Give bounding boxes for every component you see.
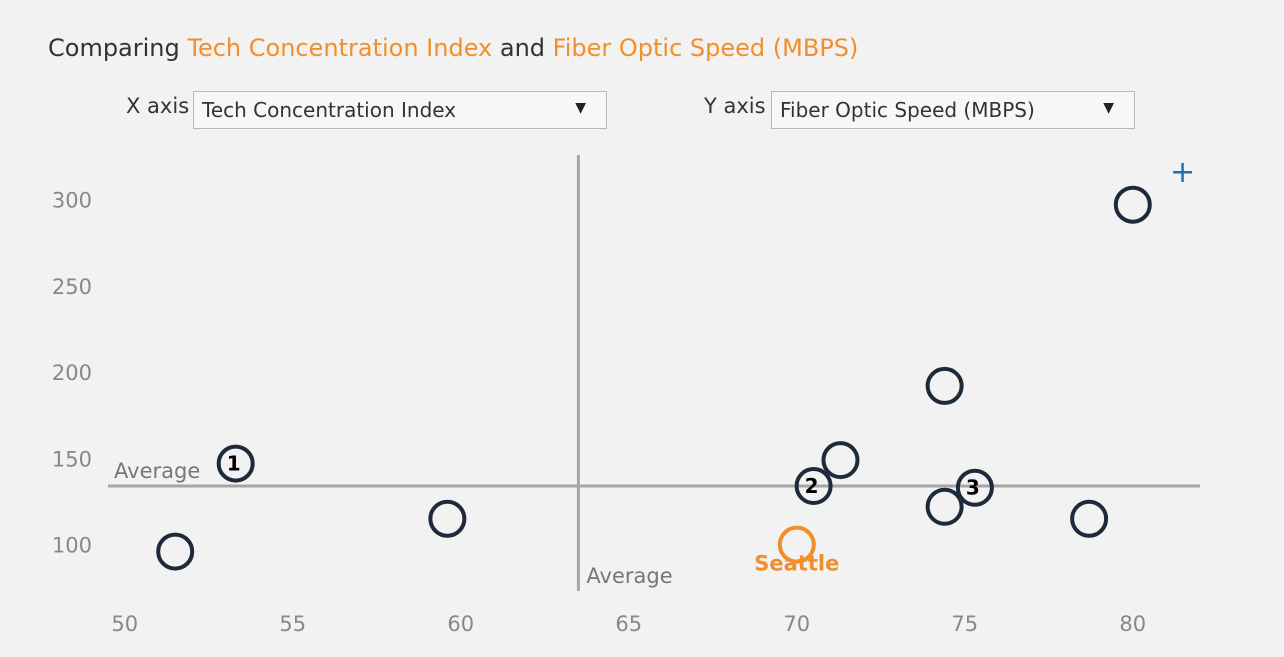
data-point [428, 499, 467, 538]
data-point [156, 532, 195, 571]
x-axis-label: X axis [126, 94, 190, 118]
y-tick-label: 150 [52, 447, 92, 471]
y-axis-dropdown[interactable]: Fiber Optic Speed (MBPS) ▼ [771, 91, 1135, 129]
y-axis-dropdown-value: Fiber Optic Speed (MBPS) [780, 98, 1035, 122]
x-tick-label: 65 [615, 612, 642, 636]
plus-icon[interactable]: + [1170, 155, 1196, 190]
y-tick-label: 200 [52, 361, 92, 385]
x-tick-label: 80 [1119, 612, 1146, 636]
data-point-label: 2 [805, 474, 819, 498]
x-axis-dropdown-value: Tech Concentration Index [202, 98, 457, 122]
average-x-label: Average [586, 564, 672, 588]
title-y-metric: Fiber Optic Speed (MBPS) [552, 34, 859, 62]
data-point [925, 366, 964, 405]
data-point [216, 444, 255, 483]
triangle-down-icon: ▼ [1103, 100, 1114, 116]
chart-title: Comparing Tech Concentration Index and F… [48, 34, 858, 62]
data-point [821, 441, 860, 480]
x-tick-label: 55 [279, 612, 306, 636]
data-point [1070, 499, 1109, 538]
data-point [794, 467, 833, 505]
title-x-metric: Tech Concentration Index [187, 34, 493, 62]
x-tick-label: 75 [951, 612, 978, 636]
data-point [1113, 185, 1152, 224]
x-axis-dropdown[interactable]: Tech Concentration Index ▼ [193, 91, 607, 129]
y-tick-label: 100 [52, 534, 92, 558]
title-prefix: Comparing [48, 34, 188, 62]
average-y-label: Average [114, 459, 200, 483]
title-joiner: and [492, 34, 553, 62]
y-tick-label: 300 [52, 189, 92, 213]
highlight-point [777, 525, 816, 564]
triangle-down-icon: ▼ [575, 100, 586, 116]
x-tick-label: 70 [783, 612, 810, 636]
x-tick-label: 50 [111, 612, 138, 636]
data-point [925, 487, 964, 526]
data-point [955, 468, 994, 507]
data-point-label: 3 [966, 476, 980, 500]
x-tick-label: 60 [447, 612, 474, 636]
highlight-label: Seattle [754, 552, 839, 576]
y-tick-label: 250 [52, 275, 92, 299]
y-axis-label: Y axis [704, 94, 766, 118]
data-point-label: 1 [227, 452, 241, 476]
